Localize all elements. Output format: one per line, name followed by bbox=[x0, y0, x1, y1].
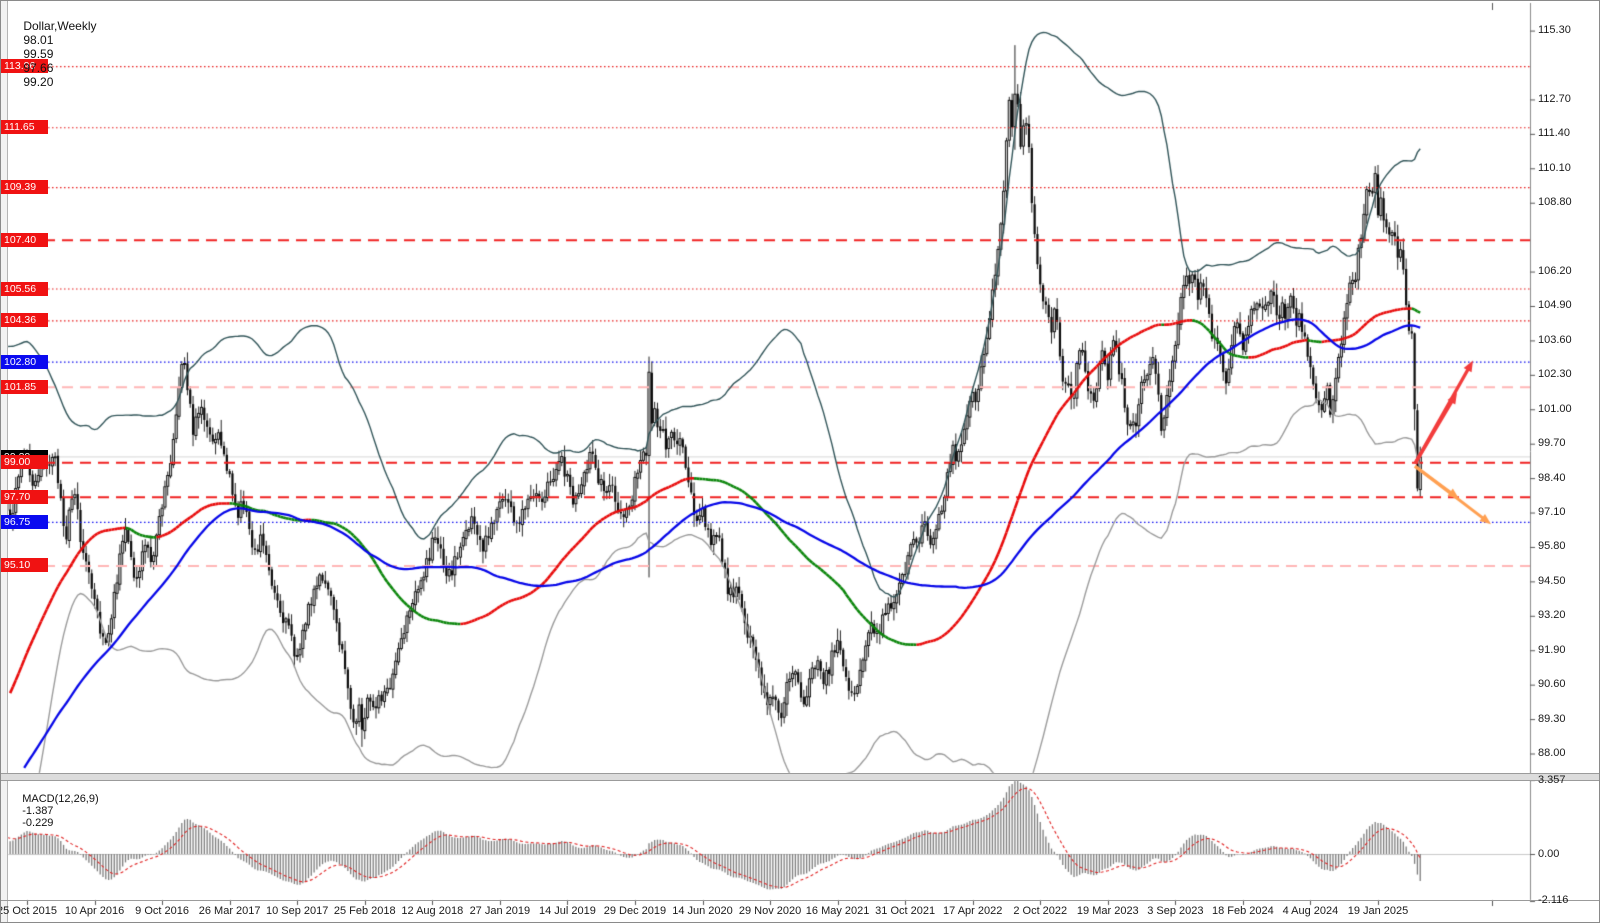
price-level-label[interactable]: 111.65 bbox=[1, 120, 48, 135]
x-axis-date-label: 14 Jul 2019 bbox=[538, 905, 596, 917]
macd-scale-label: -2.116 bbox=[1538, 894, 1569, 907]
macd-value: -1.387 bbox=[22, 805, 54, 817]
y-axis-tick-label: 103.60 bbox=[1538, 333, 1572, 346]
macd-scale-label: 3.357 bbox=[1538, 773, 1566, 786]
x-axis-date-label: 10 Sep 2017 bbox=[265, 905, 329, 917]
x-axis-date-label: 31 Oct 2021 bbox=[875, 905, 936, 917]
y-axis-tick-label: 95.80 bbox=[1538, 540, 1566, 553]
x-axis-date-label: 12 Aug 2018 bbox=[401, 905, 464, 917]
x-axis-date-label: 19 Jan 2025 bbox=[1347, 905, 1409, 917]
price-level-label[interactable]: 96.75 bbox=[1, 514, 48, 529]
y-axis-tick-label: 102.30 bbox=[1538, 368, 1572, 381]
price-level-label[interactable]: 102.80 bbox=[1, 354, 48, 369]
price-level-label[interactable]: 107.40 bbox=[1, 232, 48, 247]
macd-scale-label: 0.00 bbox=[1538, 847, 1560, 860]
y-axis-tick-label: 97.10 bbox=[1538, 506, 1566, 519]
y-axis-tick-label: 90.60 bbox=[1538, 678, 1566, 691]
price-level-label[interactable]: 97.70 bbox=[1, 489, 48, 504]
x-axis-date-label: 9 Oct 2016 bbox=[135, 905, 190, 917]
y-axis-tick-label: 110.10 bbox=[1538, 161, 1571, 174]
y-axis-tick-label: 91.90 bbox=[1538, 643, 1566, 656]
x-axis-date-label: 2 Oct 2022 bbox=[1013, 905, 1068, 917]
y-axis-tick-label: 94.50 bbox=[1538, 574, 1566, 587]
x-axis-date-label: 26 Mar 2017 bbox=[198, 905, 261, 917]
x-axis-date-label: 14 Jun 2020 bbox=[672, 905, 733, 917]
y-axis-tick-label: 106.20 bbox=[1538, 265, 1572, 278]
price-level-label[interactable]: 109.39 bbox=[1, 180, 48, 195]
y-axis-tick-label: 99.70 bbox=[1538, 437, 1566, 450]
x-axis-date-label: 29 Nov 2020 bbox=[738, 905, 802, 917]
x-axis-date-label: 17 Apr 2022 bbox=[943, 905, 1003, 917]
y-axis-tick-label: 98.40 bbox=[1538, 471, 1566, 484]
x-axis-date-label: 29 Dec 2019 bbox=[603, 905, 667, 917]
y-axis-tick-label: 104.90 bbox=[1538, 299, 1572, 312]
y-axis-tick-label: 88.00 bbox=[1538, 747, 1566, 759]
x-axis-date-label: 3 Sep 2023 bbox=[1147, 905, 1204, 917]
ohlc-low: 97.66 bbox=[23, 61, 54, 75]
price-level-label[interactable]: 99.00 bbox=[1, 455, 48, 470]
panel-splitter[interactable] bbox=[1, 773, 1599, 781]
ohlc-close: 99.20 bbox=[23, 75, 54, 89]
y-axis-tick-label: 111.40 bbox=[1538, 127, 1571, 140]
chart-title: Dollar,Weekly 98.01 99.59 97.66 99.20 bbox=[10, 5, 103, 103]
x-axis-date-label: 25 Oct 2015 bbox=[0, 905, 57, 917]
y-axis-tick-label: 93.20 bbox=[1538, 609, 1566, 622]
x-axis-date-label: 25 Feb 2018 bbox=[333, 905, 396, 917]
macd-indicator-label: MACD(12,26,9) -1.387 -0.229 bbox=[10, 781, 102, 841]
x-axis-date-label: 4 Aug 2024 bbox=[1282, 905, 1339, 917]
x-axis-date-label: 18 Feb 2024 bbox=[1212, 905, 1274, 917]
y-axis-tick-label: 101.00 bbox=[1538, 402, 1572, 415]
price-level-label[interactable]: 105.56 bbox=[1, 281, 48, 296]
y-axis-tick-label: 89.30 bbox=[1538, 712, 1566, 725]
price-level-label[interactable]: 95.10 bbox=[1, 558, 48, 573]
symbol-timeframe-label: Dollar,Weekly bbox=[23, 19, 97, 33]
ohlc-open: 98.01 bbox=[23, 33, 54, 47]
macd-signal-value: -0.229 bbox=[22, 817, 54, 829]
macd-name: MACD(12,26,9) bbox=[22, 793, 99, 805]
x-axis-date-label: 19 Mar 2023 bbox=[1076, 905, 1139, 917]
price-level-label[interactable]: 101.85 bbox=[1, 379, 48, 394]
price-level-label[interactable]: 113.96 bbox=[1, 59, 48, 74]
ohlc-high: 99.59 bbox=[23, 47, 54, 61]
time-axis-separator bbox=[1, 900, 1599, 901]
price-level-label[interactable]: 104.36 bbox=[1, 313, 48, 328]
y-axis-tick-label: 108.80 bbox=[1538, 196, 1572, 209]
y-axis-tick-label: 112.70 bbox=[1538, 92, 1571, 105]
x-axis-date-label: 27 Jan 2019 bbox=[469, 905, 531, 917]
x-axis-date-label: 16 May 2021 bbox=[805, 905, 870, 917]
y-axis-tick-label: 115.30 bbox=[1538, 24, 1571, 37]
x-axis-date-label: 10 Apr 2016 bbox=[64, 905, 125, 917]
